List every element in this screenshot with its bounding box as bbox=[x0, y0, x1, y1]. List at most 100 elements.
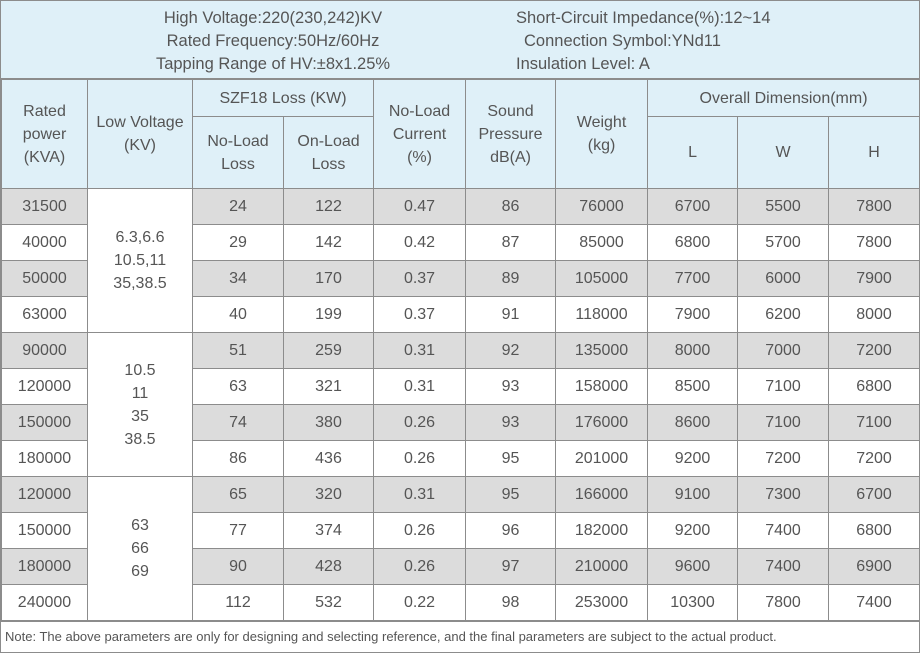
cell-sound-pressure: 91 bbox=[465, 296, 557, 333]
cell-weight: 210000 bbox=[555, 548, 649, 585]
cell-on-load-loss: 436 bbox=[282, 440, 375, 477]
cell-low-voltage-group: 6.3,6.6 10.5,11 35,38.5 bbox=[87, 188, 193, 333]
cell-no-load-current: 0.26 bbox=[373, 404, 467, 441]
cell-dim-h: 6900 bbox=[828, 548, 920, 585]
table-row: 150000 77 374 0.26 96 182000 9200 7400 6… bbox=[1, 512, 920, 549]
cell-dim-h: 7900 bbox=[828, 260, 920, 297]
table-row: 240000 112 532 0.22 98 253000 10300 7800… bbox=[1, 584, 920, 621]
cell-low-voltage-group: 63 66 69 bbox=[87, 476, 193, 621]
cell-rated-power: 90000 bbox=[1, 332, 88, 369]
cell-dim-l: 6700 bbox=[647, 188, 739, 225]
cell-dim-h: 6800 bbox=[828, 368, 920, 405]
cell-dim-h: 7100 bbox=[828, 404, 920, 441]
cell-no-load-loss: 90 bbox=[192, 548, 284, 585]
cell-dim-h: 7200 bbox=[828, 332, 920, 369]
cell-sound-pressure: 86 bbox=[465, 188, 557, 225]
cell-dim-h: 7400 bbox=[828, 584, 920, 621]
cell-dim-h: 8000 bbox=[828, 296, 920, 333]
table-row: 40000 29 142 0.42 87 85000 6800 5700 780… bbox=[1, 224, 920, 261]
cell-rated-power: 240000 bbox=[1, 584, 88, 621]
cell-sound-pressure: 92 bbox=[465, 332, 557, 369]
spec-impedance: Short-Circuit Impedance(%):12~14 bbox=[516, 9, 771, 27]
cell-sound-pressure: 98 bbox=[465, 584, 557, 621]
cell-no-load-current: 0.37 bbox=[373, 296, 467, 333]
cell-on-load-loss: 142 bbox=[282, 224, 375, 261]
cell-dim-l: 10300 bbox=[647, 584, 739, 621]
cell-dim-l: 7700 bbox=[647, 260, 739, 297]
header-dim-h: H bbox=[828, 116, 920, 189]
cell-dim-l: 9100 bbox=[647, 476, 739, 513]
cell-sound-pressure: 95 bbox=[465, 476, 557, 513]
cell-on-load-loss: 374 bbox=[282, 512, 375, 549]
spec-high-voltage: High Voltage:220(230,242)KV bbox=[163, 9, 383, 27]
cell-rated-power: 50000 bbox=[1, 260, 88, 297]
header-sound-pressure: Sound Pressure dB(A) bbox=[465, 79, 557, 189]
cell-on-load-loss: 170 bbox=[282, 260, 375, 297]
cell-dim-l: 9600 bbox=[647, 548, 739, 585]
cell-no-load-current: 0.26 bbox=[373, 512, 467, 549]
cell-dim-w: 7100 bbox=[737, 404, 830, 441]
header-low-voltage: Low Voltage (KV) bbox=[87, 79, 193, 189]
cell-rated-power: 180000 bbox=[1, 548, 88, 585]
cell-rated-power: 31500 bbox=[1, 188, 88, 225]
cell-weight: 85000 bbox=[555, 224, 649, 261]
header-no-load-loss: No-Load Loss bbox=[192, 116, 284, 189]
cell-no-load-loss: 51 bbox=[192, 332, 284, 369]
cell-no-load-loss: 63 bbox=[192, 368, 284, 405]
cell-on-load-loss: 122 bbox=[282, 188, 375, 225]
cell-weight: 176000 bbox=[555, 404, 649, 441]
cell-on-load-loss: 259 bbox=[282, 332, 375, 369]
cell-no-load-current: 0.26 bbox=[373, 440, 467, 477]
cell-dim-l: 6800 bbox=[647, 224, 739, 261]
cell-no-load-current: 0.31 bbox=[373, 476, 467, 513]
header-loss-group: SZF18 Loss (KW) bbox=[191, 79, 375, 117]
cell-on-load-loss: 320 bbox=[282, 476, 375, 513]
cell-no-load-current: 0.37 bbox=[373, 260, 467, 297]
header-no-load-current: No-Load Current (%) bbox=[373, 79, 467, 189]
cell-rated-power: 63000 bbox=[1, 296, 88, 333]
spec-rated-frequency: Rated Frequency:50Hz/60Hz bbox=[166, 32, 380, 50]
cell-sound-pressure: 87 bbox=[465, 224, 557, 261]
cell-sound-pressure: 97 bbox=[465, 548, 557, 585]
footnote: Note: The above parameters are only for … bbox=[1, 621, 919, 652]
cell-no-load-current: 0.47 bbox=[373, 188, 467, 225]
cell-no-load-loss: 40 bbox=[192, 296, 284, 333]
cell-no-load-loss: 29 bbox=[192, 224, 284, 261]
cell-dim-w: 7200 bbox=[737, 440, 830, 477]
cell-sound-pressure: 96 bbox=[465, 512, 557, 549]
table-row: 31500 6.3,6.6 10.5,11 35,38.5 24 122 0.4… bbox=[1, 188, 920, 333]
cell-on-load-loss: 428 bbox=[282, 548, 375, 585]
cell-no-load-current: 0.26 bbox=[373, 548, 467, 585]
cell-rated-power: 180000 bbox=[1, 440, 88, 477]
spec-insulation-level: Insulation Level: A bbox=[516, 55, 650, 73]
cell-sound-pressure: 93 bbox=[465, 368, 557, 405]
cell-sound-pressure: 89 bbox=[465, 260, 557, 297]
table-row: 63000 40 199 0.37 91 118000 7900 6200 80… bbox=[1, 296, 920, 333]
table-row: 120000 63 66 69 65 320 0.31 95 166000 91… bbox=[1, 476, 920, 621]
cell-dim-w: 7000 bbox=[737, 332, 830, 369]
cell-weight: 158000 bbox=[555, 368, 649, 405]
header-dim-l: L bbox=[647, 116, 739, 189]
table-body: 31500 6.3,6.6 10.5,11 35,38.5 24 122 0.4… bbox=[1, 188, 920, 621]
table-row: 180000 90 428 0.26 97 210000 9600 7400 6… bbox=[1, 548, 920, 585]
cell-no-load-loss: 74 bbox=[192, 404, 284, 441]
cell-dim-h: 7800 bbox=[828, 188, 920, 225]
cell-on-load-loss: 199 bbox=[282, 296, 375, 333]
cell-on-load-loss: 380 bbox=[282, 404, 375, 441]
cell-dim-h: 7200 bbox=[828, 440, 920, 477]
header-weight: Weight (kg) bbox=[555, 79, 649, 189]
cell-weight: 118000 bbox=[555, 296, 649, 333]
cell-dim-w: 5500 bbox=[737, 188, 830, 225]
spec-tapping-range: Tapping Range of HV:±8x1.25% bbox=[155, 55, 391, 73]
cell-no-load-current: 0.42 bbox=[373, 224, 467, 261]
cell-no-load-loss: 34 bbox=[192, 260, 284, 297]
cell-rated-power: 150000 bbox=[1, 404, 88, 441]
table-row: 120000 63 321 0.31 93 158000 8500 7100 6… bbox=[1, 368, 920, 405]
cell-no-load-loss: 24 bbox=[192, 188, 284, 225]
cell-no-load-loss: 112 bbox=[192, 584, 284, 621]
cell-dim-w: 7400 bbox=[737, 548, 830, 585]
cell-dim-h: 7800 bbox=[828, 224, 920, 261]
cell-no-load-loss: 65 bbox=[192, 476, 284, 513]
header-rated-power: Rated power (KVA) bbox=[1, 79, 88, 189]
